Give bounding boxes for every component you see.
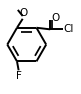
Text: O: O <box>51 13 60 23</box>
Text: F: F <box>16 71 22 81</box>
Text: O: O <box>19 8 27 18</box>
Text: Cl: Cl <box>64 24 74 34</box>
